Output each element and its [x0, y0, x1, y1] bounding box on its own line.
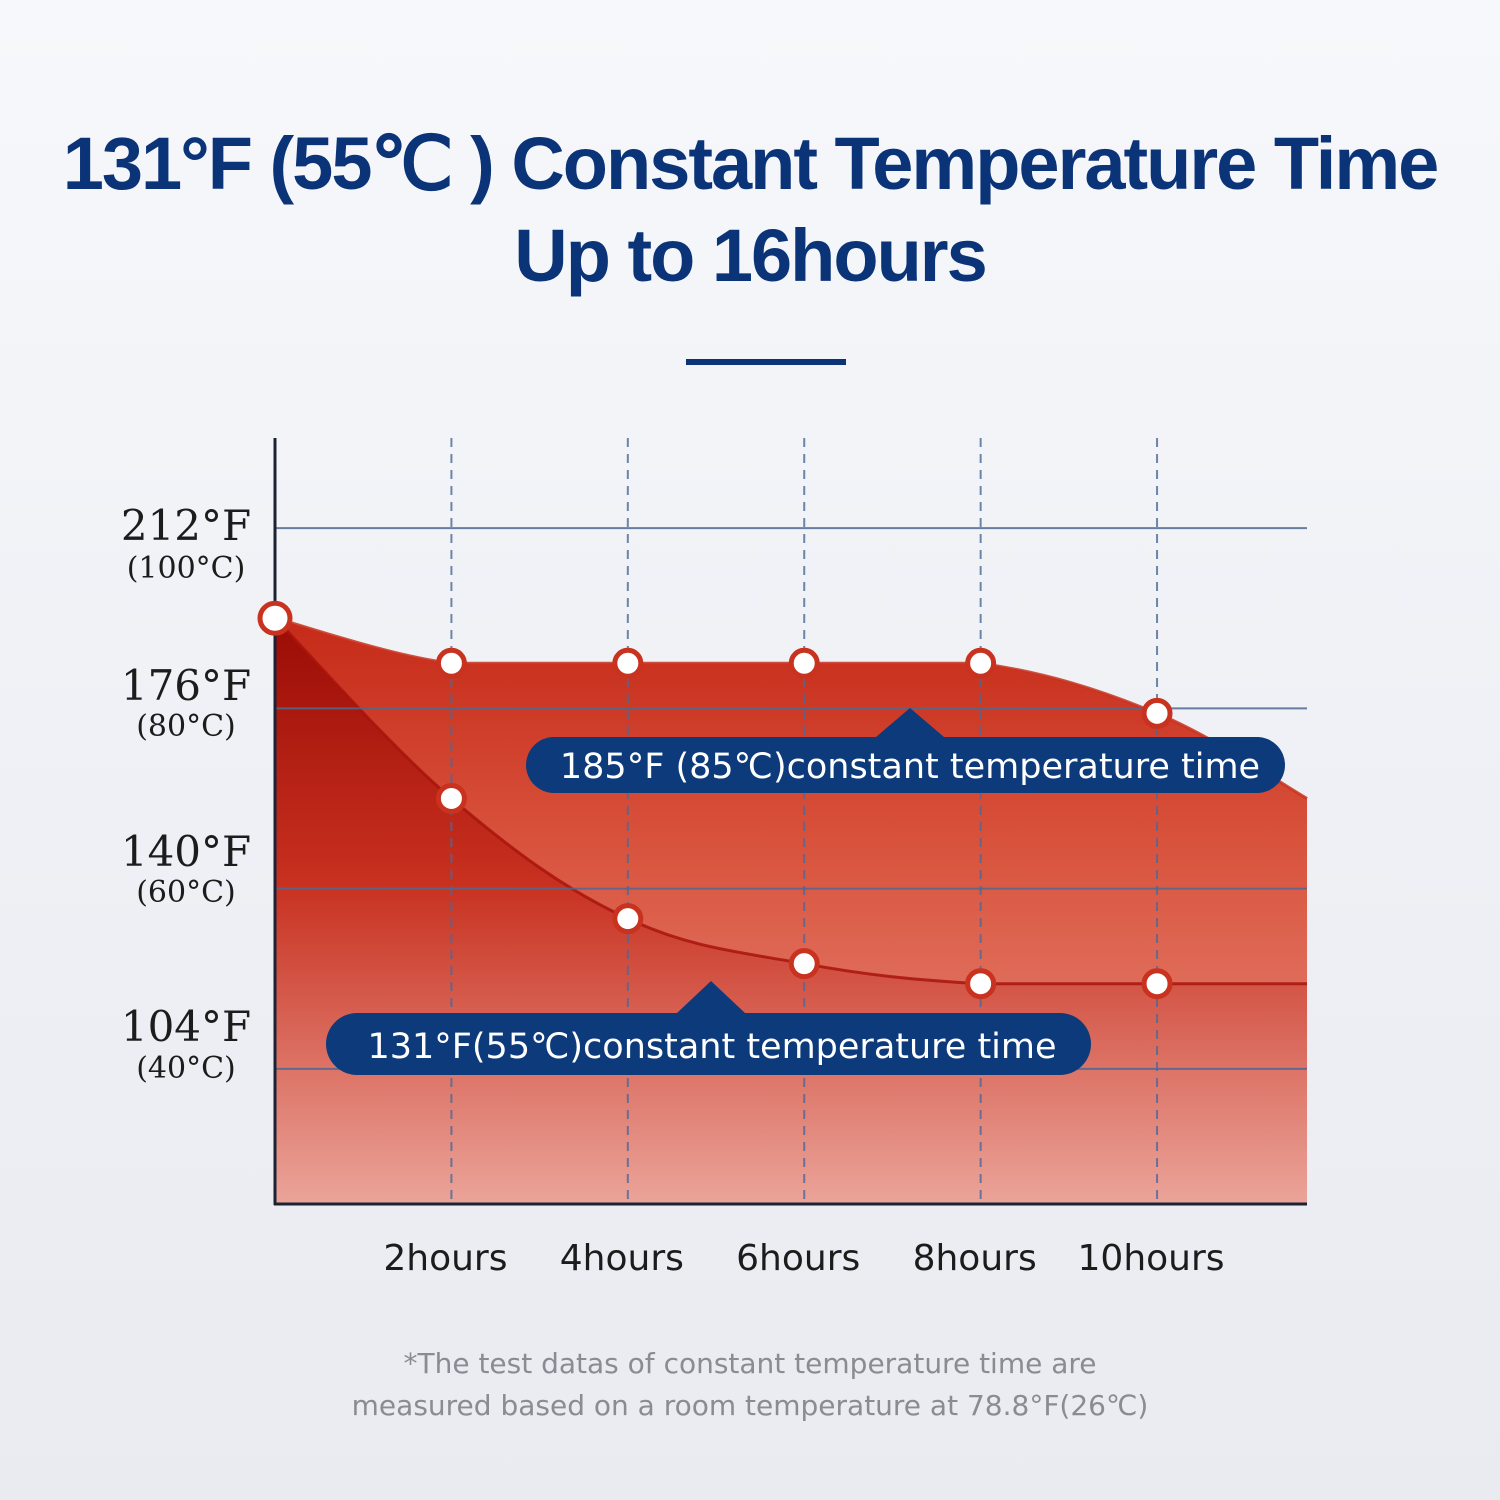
- footnote: *The test datas of constant temperature …: [0, 1343, 1500, 1427]
- footnote-line-1: *The test datas of constant temperature …: [403, 1347, 1097, 1380]
- x-tick-label-4: 10hours: [1078, 1238, 1225, 1279]
- x-tick-label-2: 6hours: [736, 1238, 860, 1279]
- data-point-s1-2: [612, 903, 644, 935]
- y-tick-label-c-0: (100°C): [127, 551, 246, 586]
- series-label-0: 185°F (85℃)constant temperature time: [560, 747, 1260, 787]
- data-point-s1-4: [965, 968, 997, 1000]
- footnote-line-2: measured based on a room temperature at …: [351, 1389, 1149, 1422]
- data-point-s0-0: [257, 600, 293, 636]
- title-line-2: Up to 16hours: [514, 214, 987, 297]
- y-tick-label-f-0: 212°F: [121, 501, 251, 550]
- y-tick-label-c-2: (60°C): [136, 875, 236, 910]
- data-point-s0-5: [1141, 697, 1173, 729]
- data-point-s0-1: [435, 647, 467, 679]
- x-tick-label-1: 4hours: [560, 1238, 684, 1279]
- callout-pointer-0: [876, 708, 944, 737]
- data-point-s1-5: [1141, 968, 1173, 1000]
- title-line-1: 131°F (55℃ ) Constant Temperature Time: [62, 122, 1440, 205]
- callout-pill-0: [526, 737, 1285, 793]
- callout-pill-1: [326, 1013, 1091, 1075]
- data-point-s1-1: [435, 782, 467, 814]
- series-label-1: 131°F(55℃)constant temperature time: [367, 1027, 1056, 1067]
- data-point-s0-4: [965, 647, 997, 679]
- y-tick-label-c-1: (80°C): [136, 709, 236, 744]
- title-underline: [686, 359, 846, 365]
- y-tick-label-c-3: (40°C): [136, 1051, 236, 1086]
- y-tick-label-f-3: 104°F: [121, 1002, 251, 1051]
- page-title: 131°F (55℃ ) Constant Temperature Time U…: [0, 118, 1500, 302]
- x-tick-label-0: 2hours: [383, 1238, 507, 1279]
- data-point-s0-3: [788, 647, 820, 679]
- y-tick-label-f-1: 176°F: [121, 661, 251, 710]
- x-tick-label-3: 8hours: [913, 1238, 1037, 1279]
- data-point-s1-3: [788, 948, 820, 980]
- y-tick-label-f-2: 140°F: [121, 827, 251, 876]
- data-point-s0-2: [612, 647, 644, 679]
- callout-pointer-1: [677, 981, 745, 1013]
